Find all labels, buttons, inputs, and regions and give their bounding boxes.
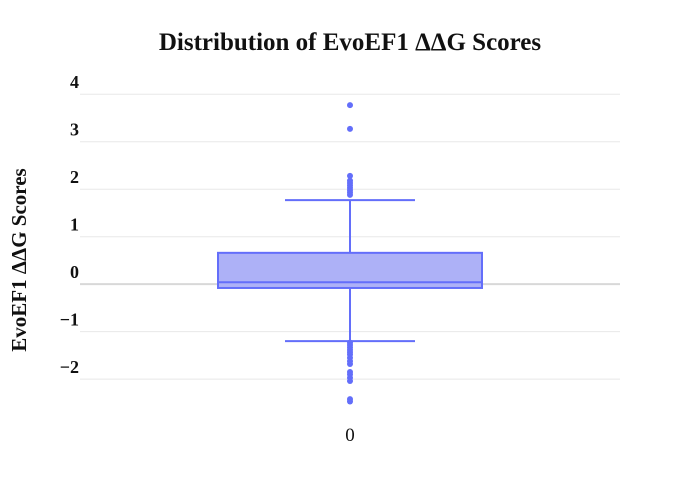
y-tick-label: −1 bbox=[60, 310, 79, 330]
y-tick-label: 2 bbox=[70, 167, 79, 187]
y-tick-label: 4 bbox=[70, 72, 79, 92]
y-tick-label: 1 bbox=[70, 215, 79, 235]
outlier-points bbox=[347, 102, 353, 405]
x-tick-labels: 0 bbox=[345, 425, 355, 446]
outlier-point bbox=[347, 398, 353, 405]
box-group bbox=[217, 199, 483, 343]
y-axis-label: EvoEF1 ΔΔG Scores bbox=[7, 168, 31, 351]
outlier-point bbox=[347, 172, 353, 179]
outlier-point bbox=[347, 191, 353, 198]
y-tick-labels: 4 3 2 1 0 −1 −2 bbox=[60, 72, 79, 377]
outlier-point bbox=[347, 378, 353, 385]
y-tick-label: 3 bbox=[70, 120, 79, 140]
outlier-point bbox=[347, 125, 353, 132]
y-tick-label: 0 bbox=[70, 262, 79, 282]
outlier-point bbox=[347, 102, 353, 109]
y-tick-label: −2 bbox=[60, 357, 79, 377]
chart-title: Distribution of EvoEF1 ΔΔG Scores bbox=[159, 29, 542, 56]
x-tick-label: 0 bbox=[345, 425, 355, 446]
outlier-point bbox=[347, 360, 353, 367]
